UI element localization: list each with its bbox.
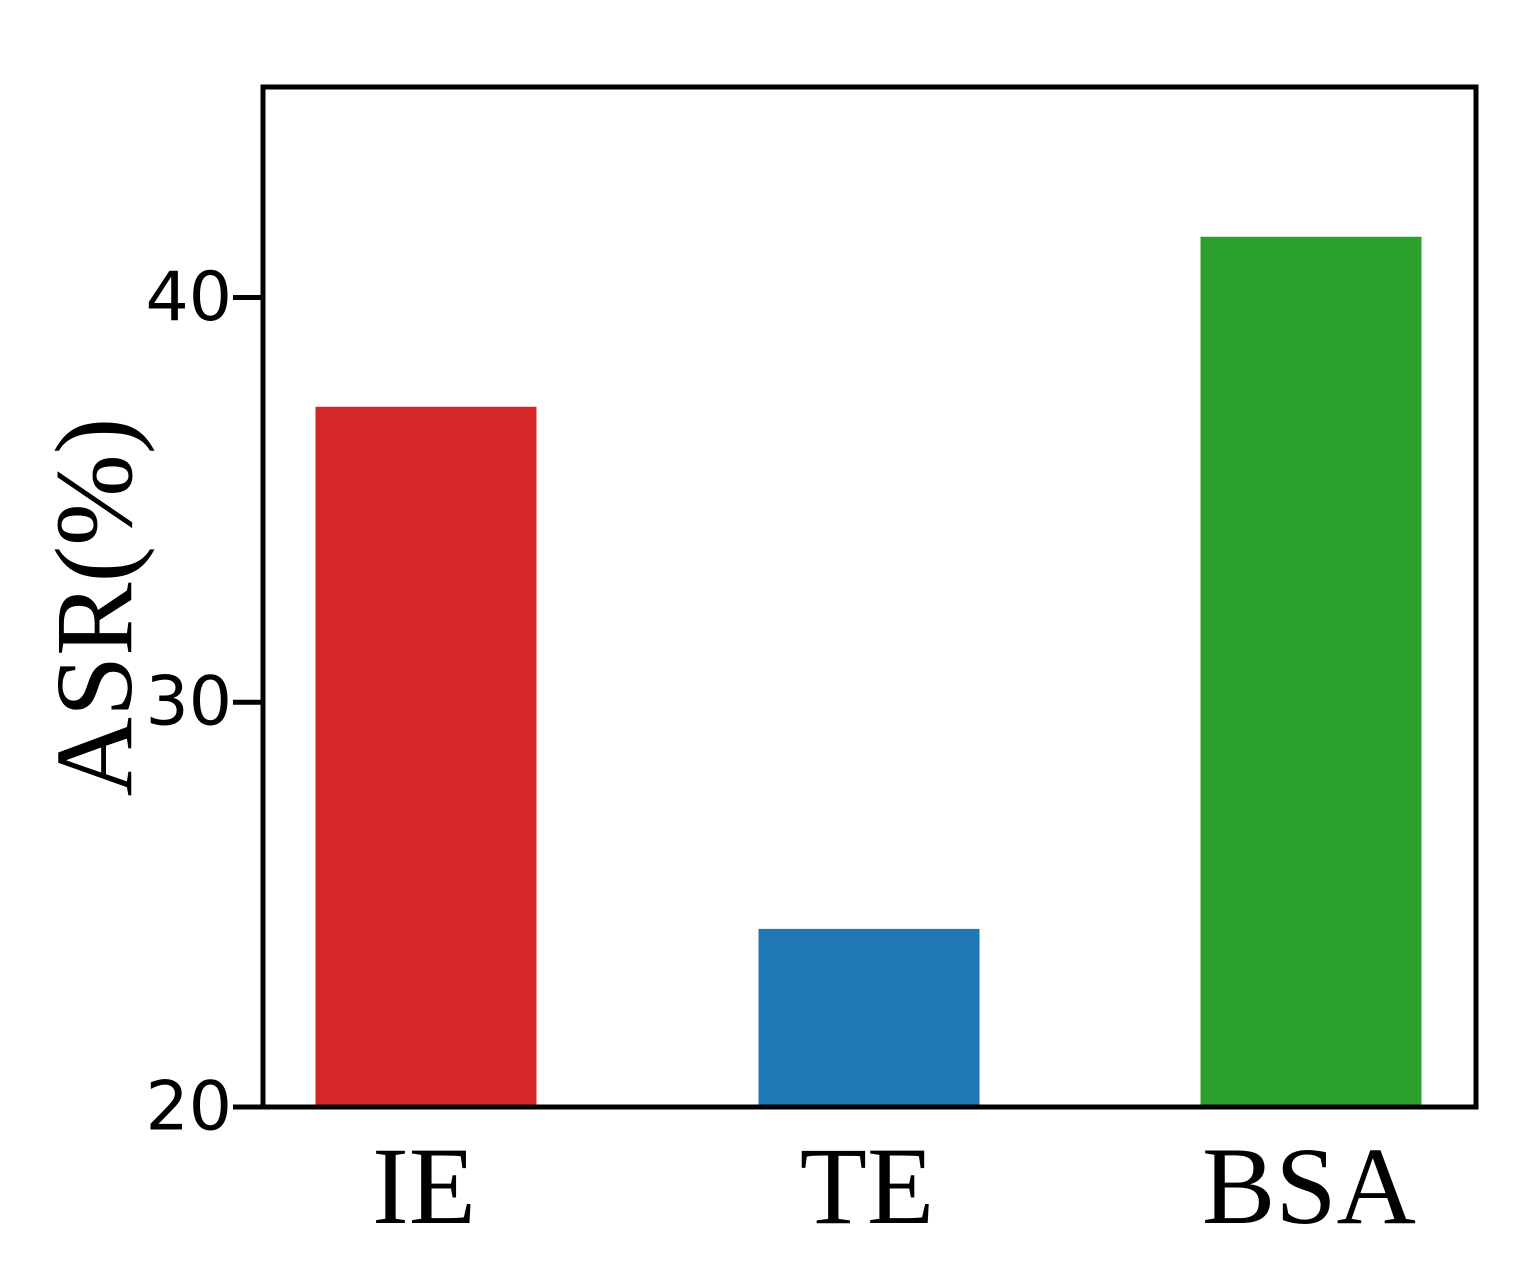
- y-tick-label-20: 20: [145, 1068, 232, 1147]
- x-category-label-bsa: BSA: [1202, 1125, 1416, 1247]
- y-tick-label-40: 40: [145, 258, 232, 337]
- plot-frame: [260, 84, 1479, 1110]
- y-axis-title: ASR(%): [33, 418, 155, 797]
- bar-ie: [315, 406, 537, 1107]
- x-category-label-ie: IE: [372, 1125, 476, 1247]
- x-category-label-te: TE: [800, 1125, 934, 1247]
- x-axis-category-labels: IE TE BSA: [372, 1125, 1416, 1247]
- y-axis-ticks: 20 30 40: [145, 258, 263, 1147]
- bars-group: [315, 236, 1422, 1107]
- bar-te: [758, 928, 980, 1107]
- y-tick-label-30: 30: [145, 663, 232, 742]
- bar-bsa: [1200, 236, 1422, 1107]
